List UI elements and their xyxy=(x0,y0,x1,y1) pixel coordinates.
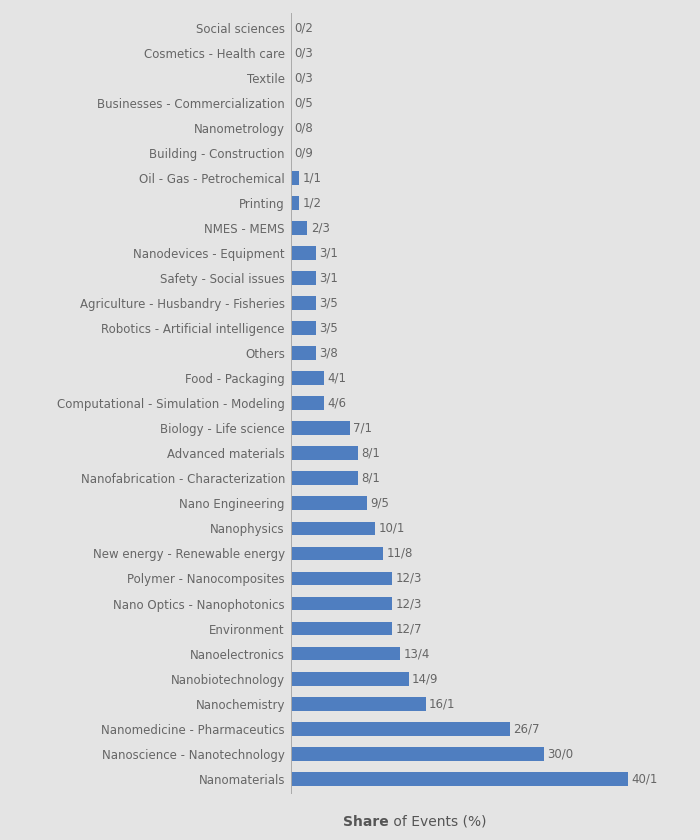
Bar xyxy=(290,696,426,711)
Text: 3/8: 3/8 xyxy=(319,347,338,360)
Text: 30/0: 30/0 xyxy=(547,748,573,760)
Text: of Events (%): of Events (%) xyxy=(389,815,486,828)
Text: 14/9: 14/9 xyxy=(412,672,439,685)
Text: 12/7: 12/7 xyxy=(395,622,421,635)
Text: 12/3: 12/3 xyxy=(395,597,421,610)
Text: 1/2: 1/2 xyxy=(302,197,321,209)
Text: 3/1: 3/1 xyxy=(319,246,338,260)
Text: 4/6: 4/6 xyxy=(328,396,346,410)
Text: 9/5: 9/5 xyxy=(370,496,389,510)
Text: 13/4: 13/4 xyxy=(404,647,430,660)
Text: 3/5: 3/5 xyxy=(319,297,338,310)
Text: 10/1: 10/1 xyxy=(378,522,405,535)
Text: Share: Share xyxy=(343,815,389,828)
Bar xyxy=(290,196,299,210)
Bar xyxy=(290,346,316,360)
Bar xyxy=(290,422,349,435)
Bar xyxy=(290,647,400,660)
Bar xyxy=(290,221,307,235)
Bar xyxy=(290,297,316,310)
Text: 3/1: 3/1 xyxy=(319,271,338,285)
Bar xyxy=(290,246,316,260)
Bar xyxy=(290,496,367,510)
Text: 40/1: 40/1 xyxy=(631,772,658,785)
Text: 2/3: 2/3 xyxy=(311,222,330,234)
Bar xyxy=(290,571,392,585)
Bar xyxy=(290,321,316,335)
Bar xyxy=(290,622,392,635)
Text: 0/3: 0/3 xyxy=(294,46,313,59)
Bar xyxy=(290,396,324,410)
Bar xyxy=(290,747,544,761)
Text: 0/9: 0/9 xyxy=(294,146,313,160)
Bar xyxy=(290,772,629,785)
Text: 3/5: 3/5 xyxy=(319,322,338,334)
Text: 0/2: 0/2 xyxy=(294,21,313,34)
Text: 4/1: 4/1 xyxy=(328,371,346,385)
Text: 8/1: 8/1 xyxy=(361,472,380,485)
Text: 12/3: 12/3 xyxy=(395,572,421,585)
Text: 16/1: 16/1 xyxy=(429,697,456,710)
Bar xyxy=(290,722,510,736)
Text: 1/1: 1/1 xyxy=(302,171,321,184)
Text: 0/5: 0/5 xyxy=(294,97,313,109)
Text: 0/8: 0/8 xyxy=(294,121,313,134)
Bar xyxy=(290,171,299,185)
Bar xyxy=(290,271,316,285)
Bar xyxy=(290,371,324,385)
Text: 0/3: 0/3 xyxy=(294,71,313,84)
Bar xyxy=(290,672,409,685)
Bar xyxy=(290,596,392,611)
Text: 11/8: 11/8 xyxy=(387,547,413,560)
Bar xyxy=(290,522,375,535)
Text: 26/7: 26/7 xyxy=(514,722,540,735)
Text: 7/1: 7/1 xyxy=(353,422,372,435)
Bar xyxy=(290,547,384,560)
Bar xyxy=(290,446,358,460)
Text: 8/1: 8/1 xyxy=(361,447,380,459)
Bar xyxy=(290,471,358,486)
